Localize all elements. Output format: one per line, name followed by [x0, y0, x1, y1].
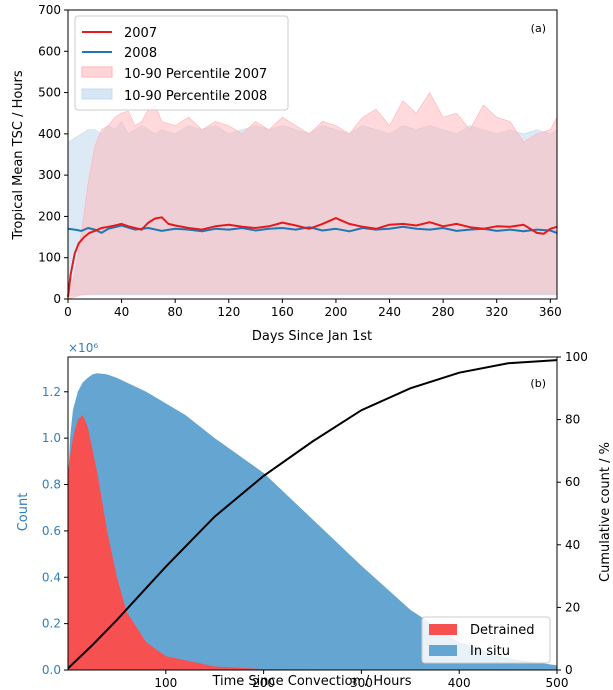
a-y-ticks: 0 100 200 300 400 500 600 700 [38, 3, 68, 306]
b-y2-tick-label: 80 [565, 413, 580, 427]
b-ylabel: Count [16, 493, 31, 532]
a-line-2007 [67, 216, 558, 298]
a-panel-label: (a) [531, 22, 546, 35]
b-y-tick-label: 1.0 [42, 431, 61, 445]
b-y-ticks: 0.0 0.2 0.4 0.6 0.8 1.0 1.2 [42, 385, 68, 677]
a-legend-label-2007: 2007 [124, 26, 157, 41]
a-series-lines [67, 216, 558, 298]
b-xlabel: Time Since Convection / Hours [211, 674, 411, 689]
a-x-tick-label: 320 [485, 305, 508, 319]
a-xlabel: Days Since Jan 1st [252, 329, 372, 344]
a-x-tick-label: 40 [114, 305, 129, 319]
a-x-tick-label: 200 [324, 305, 347, 319]
b-y2-tick-label: 40 [565, 538, 580, 552]
a-y-tick-label: 400 [38, 127, 61, 141]
b-y2-ticks: 0 20 40 60 80 100 [557, 350, 588, 677]
b-y2-tick-label: 20 [565, 600, 580, 614]
b-y2-tick-label: 60 [565, 475, 580, 489]
b-panel-label: (b) [530, 377, 546, 390]
a-y-tick-label: 600 [38, 44, 61, 58]
a-x-tick-label: 360 [539, 305, 562, 319]
b-histogram-areas [68, 373, 557, 670]
a-legend: 2007 2008 10-90 Percentile 2007 10-90 Pe… [74, 15, 289, 111]
b-area-detrained [68, 415, 557, 670]
b-legend: Detrained In situ [421, 616, 551, 664]
b-legend-swatch-detrained [429, 624, 457, 635]
a-y-tick-label: 100 [38, 251, 61, 265]
b-y2label: Cumulative count / % [598, 442, 613, 582]
b-y2-tick-label: 0 [565, 663, 573, 677]
b-legend-swatch-insitu [429, 645, 457, 656]
a-legend-swatch-pct-2008 [81, 88, 113, 100]
a-legend-label-pct-2008: 10-90 Percentile 2008 [124, 89, 267, 104]
b-x-tick-label: 300 [350, 676, 373, 690]
a-y-tick-label: 0 [53, 292, 61, 306]
b-x-tick-label: 200 [252, 676, 275, 690]
a-x-ticks: 0 40 80 120 160 200 240 280 320 360 [64, 299, 562, 319]
b-x-tick-label: 100 [154, 676, 177, 690]
a-x-tick-label: 80 [168, 305, 183, 319]
b-y2-tick-label: 100 [565, 350, 588, 364]
a-legend-swatch-pct-2007 [81, 66, 113, 78]
b-y-tick-label: 1.2 [42, 385, 61, 399]
a-y-tick-label: 300 [38, 168, 61, 182]
a-x-tick-label: 160 [271, 305, 294, 319]
a-x-tick-label: 120 [217, 305, 240, 319]
b-legend-label-insitu: In situ [470, 644, 510, 659]
b-y-tick-label: 0.8 [42, 478, 61, 492]
a-x-tick-label: 240 [378, 305, 401, 319]
b-y-tick-label: 0.6 [42, 524, 61, 538]
b-y-scale-label: ×10⁶ [68, 341, 98, 355]
panel-b: 100 200 300 400 500 0.0 0.2 0.4 0.6 0.8 1.0 1.2 0 2… [16, 341, 613, 690]
a-x-tick-label: 0 [64, 305, 72, 319]
b-cumulative-curve [67, 359, 558, 670]
panel-a: 0 40 80 120 160 200 240 280 320 360 0 100 200 300 400… [11, 3, 562, 344]
a-line-2008 [67, 224, 558, 234]
b-x-tick-label: 500 [546, 676, 569, 690]
b-area-in-situ [68, 373, 557, 670]
b-y-tick-label: 0.2 [42, 617, 61, 631]
b-y-tick-label: 0.4 [42, 570, 61, 584]
a-percentile-bands [67, 92, 558, 300]
b-x-ticks: 100 200 300 400 500 [154, 670, 568, 690]
a-y-tick-label: 200 [38, 209, 61, 223]
a-y-tick-label: 700 [38, 3, 61, 17]
b-legend-label-detrained: Detrained [470, 623, 535, 638]
a-legend-label-pct-2007: 10-90 Percentile 2007 [124, 67, 267, 82]
a-ylabel: Tropical Mean TSC / Hours [11, 70, 26, 241]
b-cumulative-line [67, 359, 558, 670]
b-x-tick-label: 400 [448, 676, 471, 690]
b-y-tick-label: 0.0 [42, 663, 61, 677]
a-y-tick-label: 500 [38, 86, 61, 100]
a-legend-label-2008: 2008 [124, 46, 157, 61]
a-x-tick-label: 280 [432, 305, 455, 319]
